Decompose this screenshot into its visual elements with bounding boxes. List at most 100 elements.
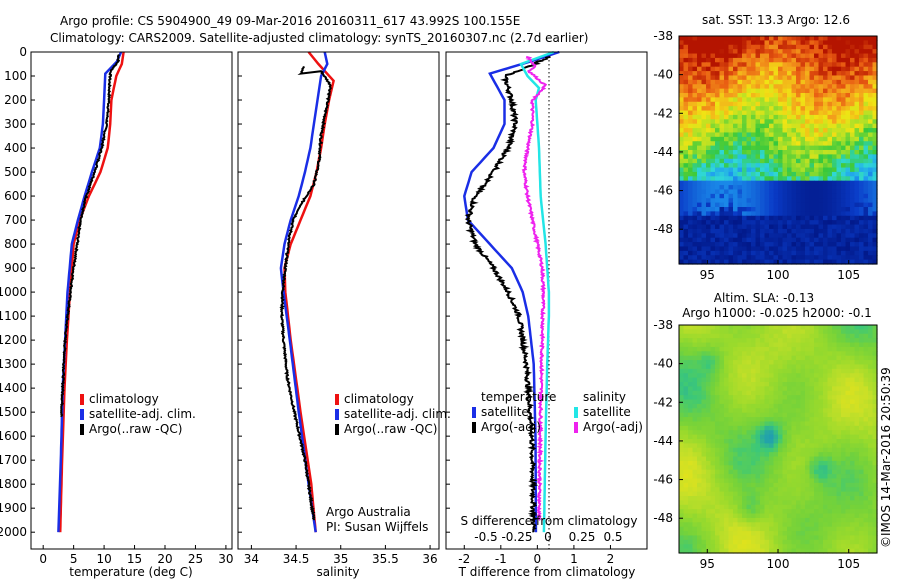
map-cell [778, 377, 784, 383]
map-cell [715, 198, 721, 204]
map-cell [751, 364, 757, 370]
map-cell [764, 114, 770, 120]
map-cell [737, 368, 743, 374]
map-cell [782, 233, 788, 239]
map-cell [688, 439, 694, 444]
map-cell [854, 526, 860, 532]
map-cell [800, 237, 806, 243]
map-cell [872, 40, 878, 46]
map-cell [787, 531, 793, 537]
map-cell [809, 434, 815, 440]
map-cell [701, 110, 707, 116]
map-cell [841, 75, 847, 81]
map-cell [733, 57, 739, 63]
map-cell [872, 368, 878, 374]
map-cell [679, 106, 685, 112]
map-cell [710, 460, 716, 466]
map-cell [751, 382, 757, 387]
map-cell [868, 377, 874, 383]
map-cell [706, 325, 712, 330]
map-cell [863, 382, 869, 387]
map-cell [787, 408, 793, 414]
map-cell [814, 395, 820, 401]
map-cell [832, 193, 838, 199]
map-cell [809, 132, 815, 138]
map-cell [701, 246, 707, 252]
map-cell [845, 75, 851, 81]
map-cell [742, 482, 748, 488]
map-cell [809, 163, 815, 169]
map-cell [850, 373, 856, 379]
map-cell [742, 430, 748, 436]
map-cell [796, 439, 802, 444]
map-cell [692, 250, 698, 256]
map-cell [692, 193, 698, 199]
map-cell [832, 408, 838, 414]
map-cell [823, 355, 829, 361]
map-cell [836, 79, 842, 85]
map-cell [859, 373, 865, 379]
map-cell [755, 478, 761, 484]
map-cell [872, 333, 878, 339]
map-cell [809, 259, 815, 265]
map-cell [796, 128, 802, 134]
map-cell [814, 421, 820, 427]
map-cell [823, 40, 829, 46]
map-cell [872, 114, 878, 120]
map-cell [710, 101, 716, 107]
map-cell [724, 368, 730, 374]
map-cell [859, 517, 865, 523]
map-cell [697, 333, 703, 339]
map-cell [805, 154, 811, 160]
map-cell [701, 132, 707, 138]
map-cell [742, 62, 748, 68]
map-cell [724, 75, 730, 81]
map-cell [850, 482, 856, 488]
map-cell [778, 215, 784, 221]
map-cell [863, 211, 869, 217]
map-cell [854, 141, 860, 147]
map-cell [809, 531, 815, 537]
map-cell [859, 154, 865, 160]
map-cell [854, 220, 860, 226]
difference-xtick-label: -1 [495, 552, 507, 566]
map-cell [715, 255, 721, 261]
map-cell [805, 136, 811, 142]
map-cell [719, 207, 725, 212]
map-cell [850, 110, 856, 116]
map-cell [746, 513, 752, 519]
map-cell [746, 93, 752, 98]
map-cell [773, 482, 779, 488]
map-cell [868, 176, 874, 182]
map-cell [683, 53, 689, 59]
map-cell [796, 84, 802, 90]
map-cell [823, 329, 829, 335]
map-cell [814, 447, 820, 453]
map-cell [872, 338, 878, 344]
map-cell [719, 535, 725, 541]
map-cell [715, 136, 721, 142]
map-cell [778, 101, 784, 107]
map-cell [800, 421, 806, 427]
map-cell [841, 36, 847, 41]
map-cell [728, 443, 734, 449]
map-cell [760, 395, 766, 401]
map-cell [850, 88, 856, 94]
map-cell [845, 84, 851, 90]
map-cell [823, 482, 829, 488]
map-cell [764, 224, 770, 230]
map-cell [868, 119, 874, 125]
map-cell [782, 250, 788, 256]
map-cell [692, 224, 698, 230]
map-cell [845, 57, 851, 63]
map-cell [787, 456, 793, 462]
map-cell [719, 246, 725, 252]
map-cell [688, 329, 694, 335]
map-cell [679, 79, 685, 85]
map-cell [814, 342, 820, 348]
map-cell [733, 496, 739, 501]
map-cell [854, 474, 860, 480]
map-cell [868, 132, 874, 138]
map-cell [782, 504, 788, 510]
map-cell [742, 456, 748, 462]
